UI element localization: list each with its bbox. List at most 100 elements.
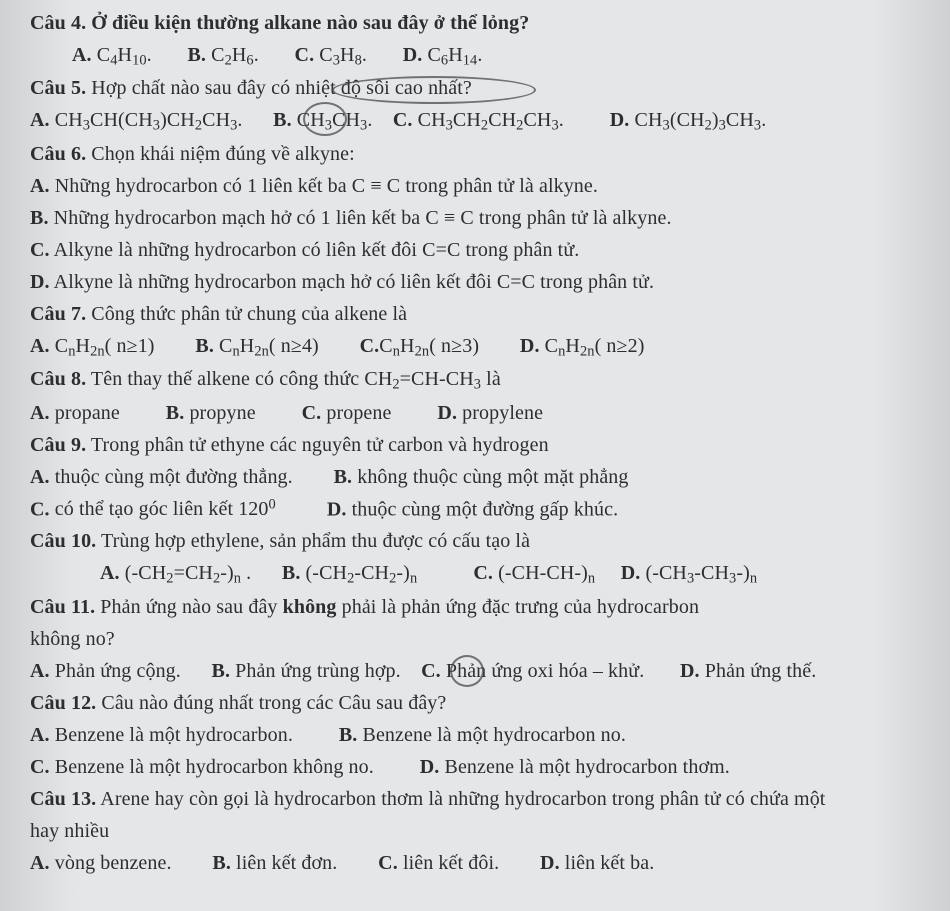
q7-b-label: B. (195, 335, 214, 357)
q9-c-text: có thể tạo góc liên kết 1200 (55, 498, 276, 520)
q13-a-text: vòng benzene. (55, 852, 172, 874)
q8-a-label: A. (30, 402, 50, 424)
q5-a-label: A. (30, 109, 50, 131)
q13-stem-line2: hay nhiều (30, 817, 926, 846)
q4-b-text: C2H6. (211, 44, 259, 66)
q9-b-text: không thuộc cùng một mặt phẳng (357, 466, 628, 488)
q6-c-text: Alkyne là những hydrocarbon có liên kết … (50, 239, 580, 261)
q9-options-row1: A. thuộc cùng một đường thẳng. B. không … (30, 463, 926, 492)
q9-d-text: thuộc cùng một đường gấp khúc. (352, 498, 619, 520)
q7-c-text: CnH2n( n≥3) (379, 335, 479, 357)
q11-c-text: Phản ứng oxi hóa – khử. (446, 660, 644, 682)
q5-c-label: C. (393, 109, 413, 131)
q13-stem-label: Câu 13. (30, 788, 96, 810)
q5-stem-text: Hợp chất nào sau đây có nhiệt độ sôi cao… (86, 77, 472, 99)
q4-d-text: C6H14. (427, 44, 482, 66)
q9-stem-text: Trong phân tử ethyne các nguyên tử carbo… (86, 434, 549, 456)
q11-c-label: C. (421, 660, 441, 682)
q4-c-text: C3H8. (319, 44, 367, 66)
q5-options: A. CH3CH(CH3)CH2CH3. B. CH3CH3. C. CH3CH… (30, 106, 926, 136)
q9-options-row2: C. có thể tạo góc liên kết 1200 D. thuộc… (30, 495, 926, 524)
q9-stem: Câu 9. Trong phân tử ethyne các nguyên t… (30, 431, 926, 460)
q5-d-label: D. (610, 109, 630, 131)
q11-stem-text-3: không no? (30, 628, 115, 650)
q12-d-label: D. (420, 756, 440, 778)
q12-stem: Câu 12. Câu nào đúng nhất trong các Câu … (30, 689, 926, 718)
q6-b-text: Những hydrocarbon mạch hở có 1 liên kết … (49, 207, 672, 229)
q10-a-text: (-CH2=CH2-)n . (125, 562, 252, 584)
q6-stem: Câu 6. Chọn khái niệm đúng về alkyne: (30, 140, 926, 169)
q10-b-text: (-CH2-CH2-)n (306, 562, 418, 584)
q13-stem-line1: Câu 13. Arene hay còn gọi là hydrocarbon… (30, 785, 926, 814)
q6-stem-label: Câu 6. (30, 143, 86, 165)
exam-page: Câu 4. Ở điều kiện thường alkane nào sau… (0, 0, 950, 911)
q10-d-label: D. (621, 562, 641, 584)
q8-c-label: C. (302, 402, 322, 424)
q6-d-label: D. (30, 271, 50, 293)
q10-c-label: C. (473, 562, 493, 584)
q12-stem-label: Câu 12. (30, 692, 96, 714)
q7-d-text: CnH2n( n≥2) (545, 335, 645, 357)
q8-d-text: propylene (462, 402, 543, 424)
q4-a-label: A. (72, 44, 92, 66)
q11-stem-line1: Câu 11. Phản ứng nào sau đây không phải … (30, 593, 926, 622)
q12-a-label: A. (30, 724, 50, 746)
q7-stem-label: Câu 7. (30, 303, 86, 325)
q7-b-text: CnH2n( n≥4) (219, 335, 319, 357)
q10-stem-text: Trùng hợp ethylene, sản phẩm thu được có… (96, 530, 530, 552)
q6-a-label: A. (30, 175, 50, 197)
q11-stem-bold: không (283, 596, 337, 618)
q13-c-text: liên kết đôi. (403, 852, 499, 874)
q6-a-text: Những hydrocarbon có 1 liên kết ba C ≡ C… (50, 175, 598, 197)
q7-stem: Câu 7. Công thức phân tử chung của alken… (30, 300, 926, 329)
q10-options: A. (-CH2=CH2-)n . B. (-CH2-CH2-)n C. (-C… (100, 559, 926, 589)
q11-d-label: D. (680, 660, 700, 682)
q7-c-label: C. (360, 335, 380, 357)
q9-a-label: A. (30, 466, 50, 488)
q7-options: A. CnH2n( n≥1) B. CnH2n( n≥4) C.CnH2n( n… (30, 332, 926, 362)
q12-options-row1: A. Benzene là một hydrocarbon. B. Benzen… (30, 721, 926, 750)
q11-stem-text-1: Phản ứng nào sau đây (95, 596, 282, 618)
q9-stem-label: Câu 9. (30, 434, 86, 456)
q5-a-text: CH3CH(CH3)CH2CH3. (55, 109, 243, 131)
q6-option-d: D. Alkyne là những hydrocarbon mạch hở c… (30, 268, 926, 297)
q12-b-text: Benzene là một hydrocarbon no. (363, 724, 626, 746)
q7-d-label: D. (520, 335, 540, 357)
q11-d-text: Phản ứng thế. (705, 660, 817, 682)
q4-stem: Câu 4. Ở điều kiện thường alkane nào sau… (30, 9, 926, 38)
q5-d-text: CH3(CH2)3CH3. (635, 109, 767, 131)
q11-stem-text-2: phải là phản ứng đặc trưng của hydrocarb… (337, 596, 700, 618)
q9-a-text: thuộc cùng một đường thẳng. (55, 466, 293, 488)
q8-b-label: B. (166, 402, 185, 424)
q8-b-text: propyne (189, 402, 255, 424)
q5-b-label: B. (273, 109, 292, 131)
q4-d-label: D. (403, 44, 423, 66)
q4-stem-text: Câu 4. Ở điều kiện thường alkane nào sau… (30, 12, 529, 34)
q11-a-text: Phản ứng cộng. (55, 660, 181, 682)
q8-c-text: propene (326, 402, 391, 424)
q6-c-label: C. (30, 239, 50, 261)
q8-a-text: propane (55, 402, 120, 424)
q10-c-text: (-CH-CH-)n (498, 562, 595, 584)
q6-d-text: Alkyne là những hydrocarbon mạch hở có l… (50, 271, 654, 293)
q9-b-label: B. (334, 466, 353, 488)
q8-stem-label: Câu 8. (30, 368, 86, 390)
q7-stem-text: Công thức phân tử chung của alkene là (86, 303, 407, 325)
q8-options: A. propane B. propyne C. propene D. prop… (30, 399, 926, 428)
q10-stem: Câu 10. Trùng hợp ethylene, sản phẩm thu… (30, 527, 926, 556)
q5-c-text: CH3CH2CH2CH3. (418, 109, 564, 131)
q8-d-label: D. (437, 402, 457, 424)
q13-a-label: A. (30, 852, 50, 874)
q4-b-label: B. (187, 44, 206, 66)
q12-b-label: B. (339, 724, 358, 746)
q10-a-label: A. (100, 562, 120, 584)
q5-b-text: CH3CH3. (297, 109, 373, 131)
q12-options-row2: C. Benzene là một hydrocarbon không no. … (30, 753, 926, 782)
q5-stem-label: Câu 5. (30, 77, 86, 99)
q5-stem: Câu 5. Hợp chất nào sau đây có nhiệt độ … (30, 74, 926, 103)
q12-stem-text: Câu nào đúng nhất trong các Câu sau đây? (96, 692, 446, 714)
q11-stem-line2: không no? (30, 625, 926, 654)
q12-c-label: C. (30, 756, 50, 778)
q6-stem-text: Chọn khái niệm đúng về alkyne: (86, 143, 355, 165)
q8-stem-text: Tên thay thế alkene có công thức CH2=CH-… (86, 368, 501, 390)
